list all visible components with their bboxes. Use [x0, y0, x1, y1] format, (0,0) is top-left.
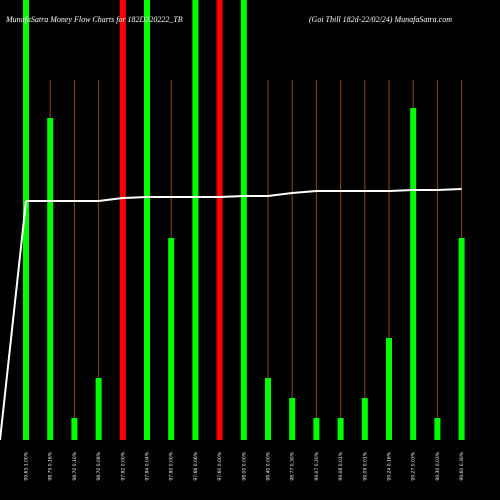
bar: [361, 398, 368, 440]
bar: [386, 338, 392, 440]
x-tick-label: 98.75 0.16%: [48, 451, 54, 480]
x-tick-label: 99.09 0.01%: [362, 451, 368, 480]
bar: [95, 378, 102, 440]
chart-subtitle: (Goi Tbill 182d-22/02/24) MunafaSatra.co…: [309, 15, 452, 24]
bar: [289, 398, 296, 440]
x-tick-label: 99.27 0.03%: [411, 451, 417, 480]
x-tick-label: 97.84 0.04%: [145, 451, 151, 480]
bar: [144, 0, 150, 440]
bar: [216, 0, 223, 440]
bar: [337, 418, 344, 440]
x-tick-label: 98.00 0.00%: [241, 451, 247, 480]
bar: [192, 0, 199, 440]
x-tick-label: 99.07 0.20%: [314, 451, 320, 480]
x-tick-label: 98.70 0.10%: [72, 451, 78, 480]
x-tick-label: 98.40 0.00%: [266, 451, 272, 480]
bar: [23, 0, 29, 440]
x-tick-label: 97.66 0.06%: [193, 451, 199, 480]
x-tick-label: 97.80 0.00%: [169, 451, 175, 480]
x-tick-label: 98.77 0.30%: [290, 451, 296, 480]
x-tick-label: 97.82 0.00%: [120, 451, 126, 480]
bar: [47, 118, 54, 440]
chart-title: MunafaSatra Money Flow Charts for 182D22…: [5, 15, 183, 24]
line-lead: [0, 200, 27, 441]
x-tick-label: 99.63 1.00%: [24, 451, 30, 480]
x-tick-label: 98.70 0.08%: [96, 451, 102, 480]
bar: [168, 238, 175, 440]
price-line: [26, 188, 462, 202]
bar: [119, 0, 126, 440]
x-tick-label: 99.30 0.03%: [435, 451, 441, 480]
x-tick-label: 97.60 0.00%: [217, 451, 223, 480]
bar: [434, 418, 441, 440]
bar: [313, 418, 320, 440]
x-tick-label: 99.24 0.16%: [387, 451, 393, 480]
bar: [71, 418, 78, 440]
bar: [410, 108, 417, 440]
bar: [265, 378, 271, 440]
bar: [240, 0, 247, 440]
bar: [458, 238, 465, 440]
x-tick-label: 99.08 0.01%: [338, 451, 344, 480]
x-tick-label: 99.60 0.30%: [459, 451, 465, 480]
